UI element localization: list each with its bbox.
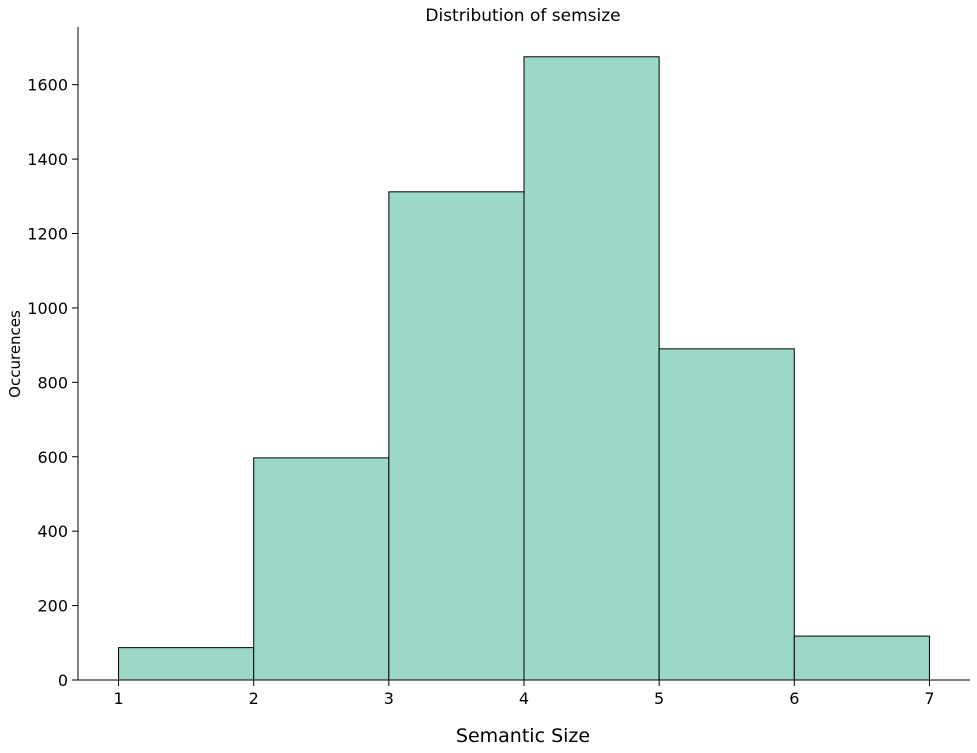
chart-title: Distribution of semsize [425, 6, 620, 26]
y-tick-label: 1000 [27, 299, 68, 318]
x-tick-label: 6 [789, 689, 799, 708]
x-tick-label: 1 [113, 689, 123, 708]
x-ticks-group: 1 2 3 4 5 6 7 [113, 680, 935, 708]
y-tick-label: 800 [37, 373, 68, 392]
y-tick-label: 400 [37, 522, 68, 541]
x-tick-label: 2 [249, 689, 259, 708]
x-tick-label: 7 [924, 689, 934, 708]
y-ticks-group: 0 200 400 600 800 1000 1200 1400 1600 [27, 76, 78, 690]
y-tick-label: 1400 [27, 150, 68, 169]
bars-group [118, 56, 930, 681]
x-tick-label: 3 [384, 689, 394, 708]
x-tick-label: 4 [519, 689, 529, 708]
y-tick-label: 600 [37, 448, 68, 467]
histogram-bar-5 [658, 348, 795, 681]
histogram-bar-4 [523, 56, 660, 681]
histogram-bar-2 [253, 457, 390, 681]
y-tick-label: 1600 [27, 76, 68, 95]
histogram-bar-3 [388, 191, 525, 681]
x-tick-label: 5 [654, 689, 664, 708]
histogram-bar-1 [118, 647, 255, 681]
y-tick-label: 0 [58, 671, 68, 690]
x-axis-label: Semantic Size [456, 725, 590, 747]
y-tick-label: 200 [37, 597, 68, 616]
histogram-bar-6 [793, 635, 930, 681]
y-axis-label: Occurences [6, 310, 24, 398]
y-tick-label: 1200 [27, 225, 68, 244]
